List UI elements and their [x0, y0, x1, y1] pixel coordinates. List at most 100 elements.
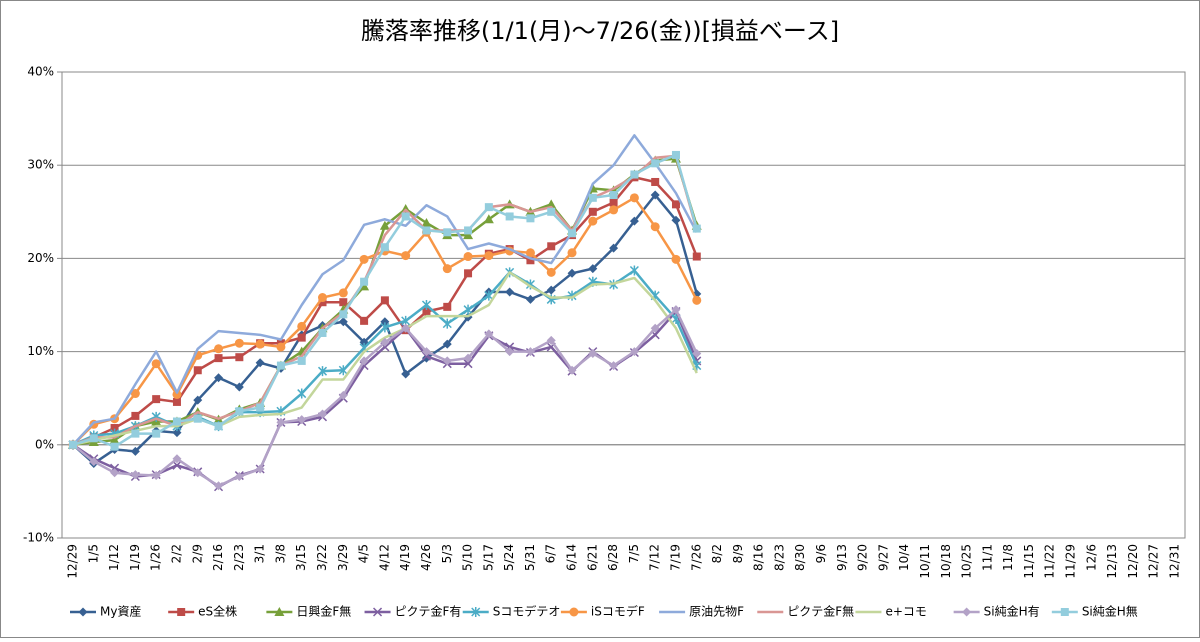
- marker: [380, 243, 389, 252]
- legend-label: 原油先物F: [689, 605, 744, 619]
- x-tick-label: 4/26: [419, 544, 433, 571]
- marker: [463, 230, 474, 240]
- x-tick-label: 5/3: [440, 544, 454, 563]
- marker: [525, 347, 535, 357]
- marker: [609, 243, 619, 253]
- marker: [255, 358, 265, 368]
- marker: [359, 281, 370, 291]
- x-tick-label: 2/23: [232, 544, 246, 571]
- y-tick-label: 10%: [27, 344, 54, 358]
- marker: [234, 338, 244, 348]
- marker: [318, 409, 328, 419]
- marker: [110, 424, 119, 433]
- series-line: [72, 271, 698, 447]
- marker: [317, 366, 328, 377]
- marker: [526, 256, 535, 265]
- x-tick-label: 12/31: [1168, 544, 1182, 579]
- marker: [110, 442, 119, 451]
- x-tick-label: 9/13: [835, 544, 849, 571]
- marker: [276, 342, 286, 352]
- marker: [484, 290, 494, 301]
- marker: [692, 295, 702, 305]
- marker: [671, 215, 681, 225]
- marker: [172, 417, 181, 426]
- marker: [442, 318, 452, 329]
- x-tick-label: 1/12: [107, 544, 121, 571]
- x-tick-label: 9/6: [814, 544, 828, 563]
- marker: [650, 222, 660, 232]
- x-tick-label: 11/22: [1043, 544, 1057, 579]
- marker: [651, 177, 660, 186]
- marker: [130, 470, 140, 480]
- marker: [546, 267, 556, 277]
- marker: [609, 361, 619, 371]
- marker: [421, 300, 432, 310]
- x-tick-label: 2/2: [169, 544, 183, 563]
- marker: [401, 212, 410, 221]
- marker: [276, 417, 286, 427]
- marker: [568, 229, 577, 238]
- marker: [318, 328, 327, 337]
- legend-label: 日興金F無: [296, 604, 351, 619]
- marker: [526, 214, 535, 223]
- marker: [547, 207, 556, 216]
- marker: [471, 607, 481, 617]
- marker: [505, 287, 515, 297]
- marker: [443, 228, 452, 237]
- x-tick-label: 6/7: [544, 544, 558, 563]
- x-tick-label: 12/13: [1105, 544, 1119, 579]
- marker: [193, 468, 203, 478]
- y-tick-label: -10%: [23, 531, 54, 545]
- marker: [442, 356, 452, 366]
- marker: [483, 214, 494, 224]
- marker: [692, 224, 701, 233]
- x-tick-label: 6/28: [606, 544, 620, 571]
- marker: [235, 407, 244, 416]
- marker: [629, 265, 639, 276]
- marker: [443, 302, 452, 311]
- marker: [214, 354, 223, 363]
- marker: [152, 395, 161, 404]
- chart-title: 騰落率推移(1/1(月)～7/26(金))[損益ベース]: [361, 17, 839, 45]
- marker: [567, 248, 577, 258]
- x-tick-label: 4/19: [398, 544, 412, 571]
- marker: [650, 323, 660, 333]
- marker: [422, 307, 431, 316]
- marker: [110, 468, 120, 478]
- marker: [214, 481, 224, 491]
- marker: [89, 457, 99, 467]
- marker: [380, 337, 390, 347]
- marker: [274, 607, 285, 616]
- marker: [609, 191, 618, 200]
- marker: [379, 220, 390, 230]
- marker: [962, 607, 972, 617]
- marker: [609, 198, 618, 207]
- marker: [630, 170, 639, 179]
- marker: [338, 317, 348, 327]
- marker: [193, 414, 202, 423]
- marker: [78, 607, 88, 617]
- marker: [692, 348, 702, 358]
- marker: [359, 356, 369, 366]
- legend-label: eS全株: [198, 604, 237, 619]
- marker: [650, 190, 660, 200]
- marker: [318, 293, 328, 303]
- marker: [588, 216, 598, 226]
- legend-label: ピクテ金F無: [787, 604, 854, 619]
- marker: [297, 415, 307, 425]
- marker: [234, 471, 244, 481]
- legend-label: iSコモデF: [591, 604, 645, 619]
- x-tick-label: 10/4: [897, 544, 911, 571]
- legend-label: Si純金H無: [1082, 604, 1138, 619]
- marker: [109, 435, 120, 445]
- x-tick-label: 2/9: [190, 544, 204, 563]
- marker: [339, 298, 348, 307]
- marker: [463, 359, 473, 369]
- x-tick-label: 12/20: [1126, 544, 1140, 579]
- x-tick-label: 8/23: [772, 544, 786, 571]
- y-tick-label: 20%: [27, 251, 54, 265]
- marker: [339, 310, 348, 319]
- x-tick-label: 8/9: [731, 544, 745, 563]
- marker: [380, 317, 390, 327]
- marker: [567, 268, 577, 278]
